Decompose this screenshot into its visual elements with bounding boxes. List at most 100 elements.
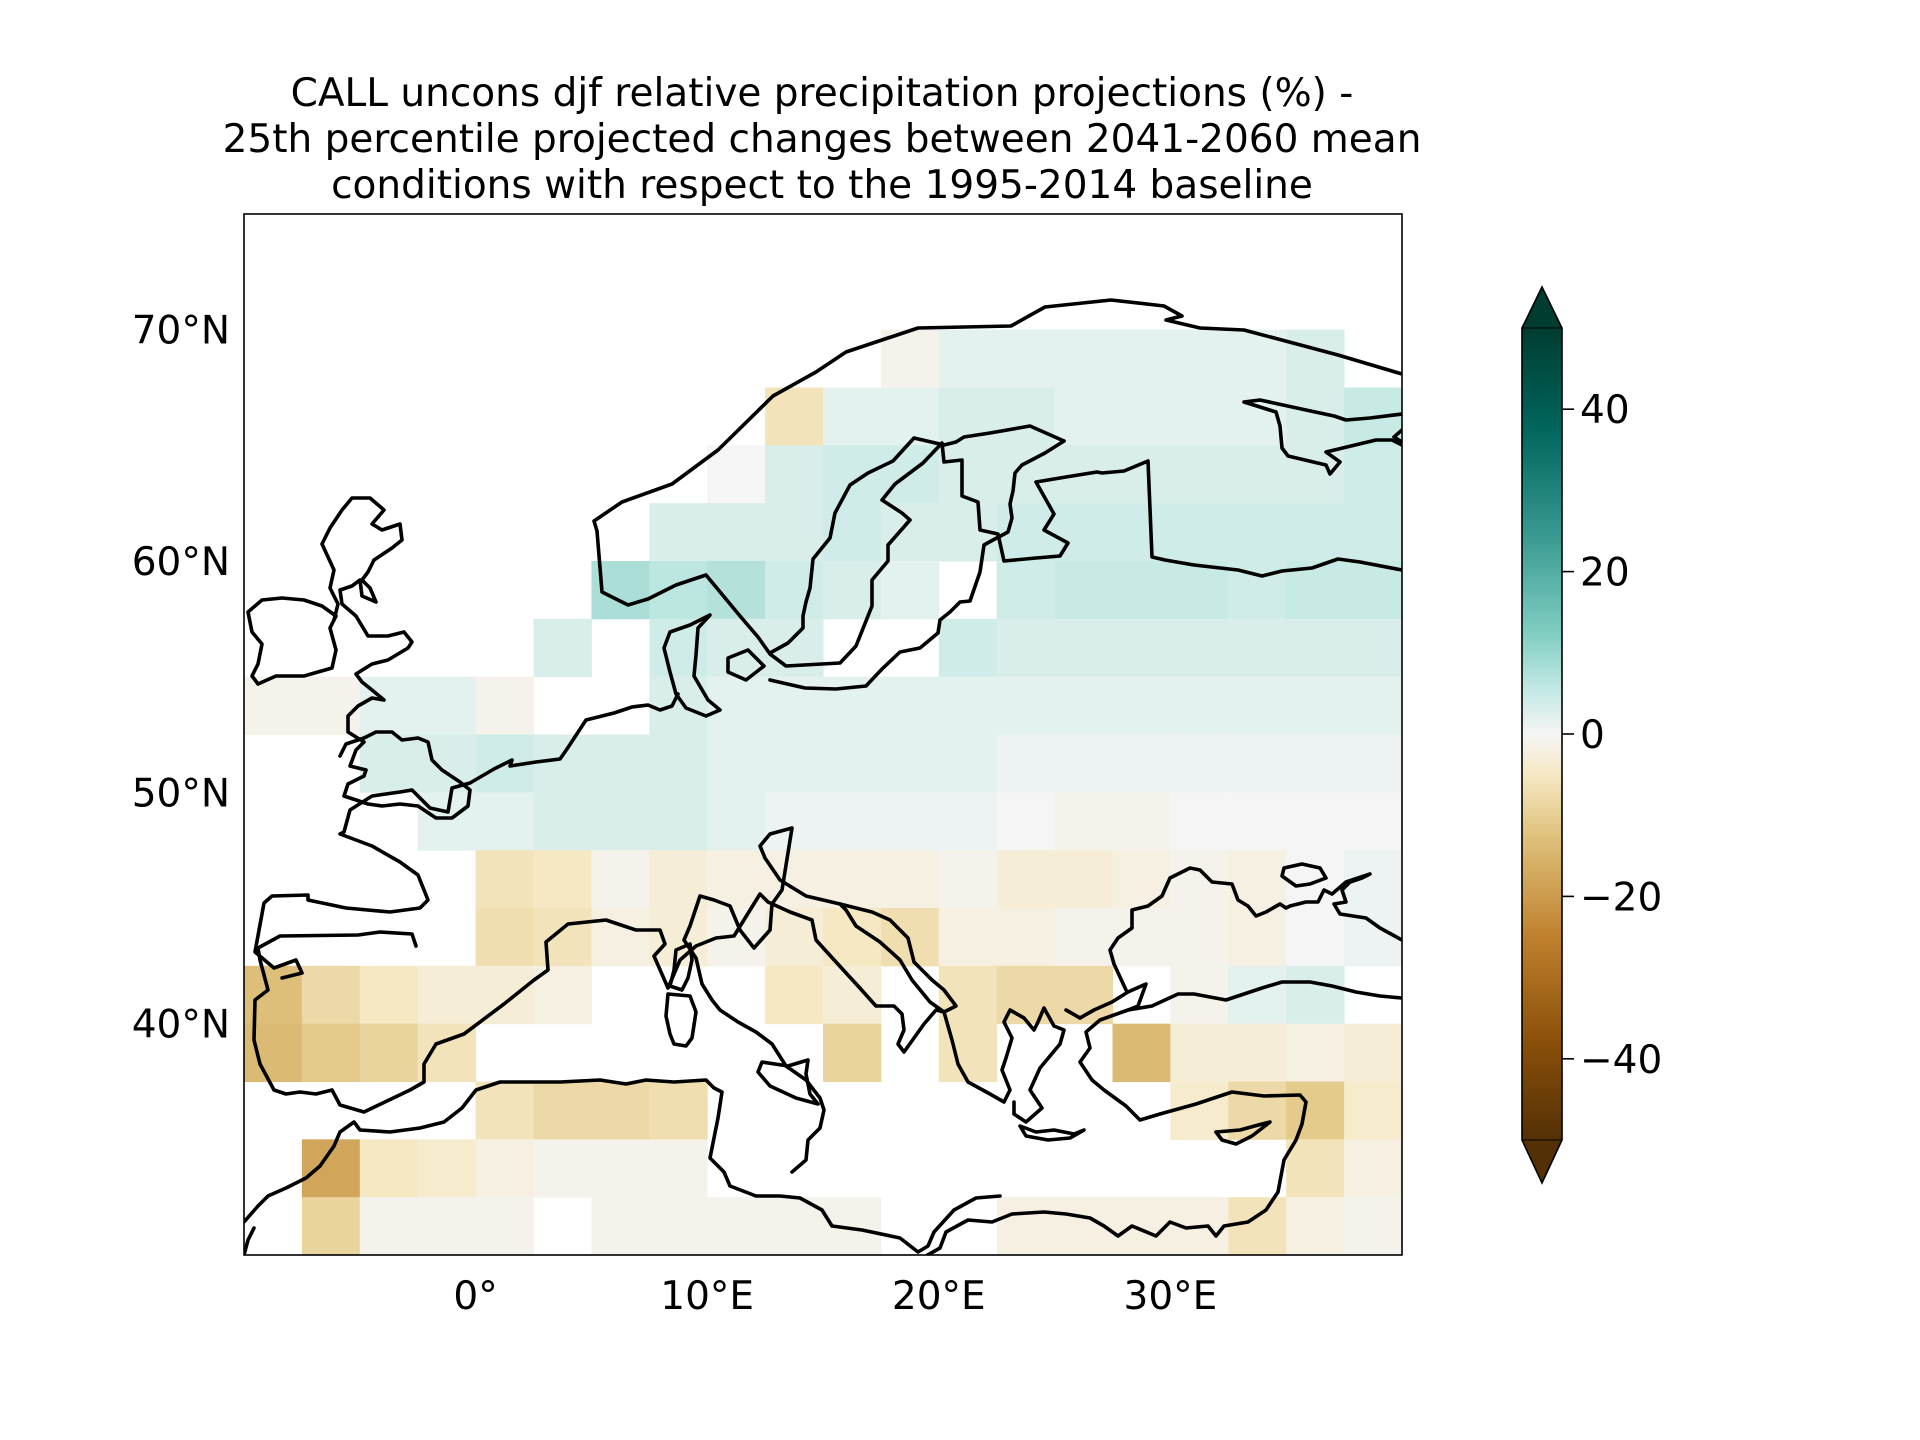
coastline-crete bbox=[1018, 1124, 1086, 1142]
grid-cell bbox=[649, 676, 708, 735]
grid-cell bbox=[1112, 850, 1171, 909]
grid-cell bbox=[417, 965, 477, 1025]
grid-cell bbox=[1286, 503, 1345, 562]
map-title: CALL uncons djf relative precipitation p… bbox=[223, 71, 1422, 208]
grid-cell bbox=[1286, 1023, 1345, 1082]
map-panel: 0° 10°E 20°E 30°E 40°N 50°N 60°N 70°N bbox=[132, 213, 1403, 1319]
grid-cell bbox=[417, 792, 477, 851]
grid-cell bbox=[649, 503, 708, 562]
grid-cell bbox=[301, 965, 361, 1025]
grid-cell bbox=[1054, 792, 1113, 851]
grid-cell bbox=[996, 850, 1056, 909]
grid-cell bbox=[301, 1197, 361, 1255]
coastline-great-britain bbox=[320, 496, 472, 820]
grid-cell bbox=[1286, 850, 1345, 909]
grid-cell bbox=[359, 1197, 419, 1255]
grid-cell bbox=[1112, 387, 1171, 446]
grid-cell bbox=[533, 734, 592, 793]
grid-cell bbox=[880, 734, 940, 793]
colorbar-tick-label: −20 bbox=[1580, 875, 1662, 920]
grid-cell bbox=[1170, 387, 1229, 446]
grid-cell bbox=[823, 445, 882, 504]
grid-cell bbox=[880, 561, 940, 620]
coastline-balkans-greece bbox=[838, 902, 1066, 1124]
grid-cell bbox=[1228, 1023, 1287, 1082]
grid-cell bbox=[475, 850, 534, 909]
grid-cell bbox=[1344, 676, 1402, 735]
grid-cell bbox=[996, 618, 1056, 678]
colorbar-extend-min bbox=[1521, 1139, 1563, 1185]
grid-cell bbox=[1228, 676, 1287, 735]
grid-cell bbox=[1054, 329, 1113, 388]
grid-cell bbox=[533, 850, 592, 909]
grid-cell bbox=[1228, 1197, 1287, 1255]
colorbar-tick-label: 20 bbox=[1580, 551, 1630, 596]
grid-cell bbox=[1054, 618, 1113, 678]
grid-cell bbox=[707, 1197, 766, 1255]
grid-cell bbox=[533, 1081, 592, 1140]
grid-cell bbox=[1228, 908, 1287, 967]
grid-cell bbox=[1170, 445, 1229, 504]
grid-cell bbox=[765, 792, 824, 851]
grid-cell bbox=[1112, 329, 1171, 388]
grid-cell bbox=[938, 676, 998, 735]
grid-cell bbox=[533, 792, 592, 851]
grid-cell bbox=[591, 1197, 650, 1255]
coastline-scandinavia bbox=[592, 298, 1402, 668]
grid-cell bbox=[938, 329, 998, 388]
coastline-aegean-turkey bbox=[924, 982, 1308, 1255]
grid-cell bbox=[765, 445, 824, 504]
grid-cell bbox=[1344, 792, 1402, 851]
grid-cell bbox=[475, 676, 534, 735]
grid-cell bbox=[591, 908, 650, 967]
grid-cell bbox=[1112, 676, 1171, 735]
grid-cell bbox=[301, 676, 361, 735]
coastline-north-africa bbox=[244, 1078, 1002, 1254]
grid-cell bbox=[1344, 1081, 1402, 1140]
coastline-biscay-iberia bbox=[252, 892, 946, 1114]
grid-cell bbox=[591, 1139, 650, 1198]
lat-tick-label: 70°N bbox=[132, 309, 230, 354]
colorbar-tick-label: −40 bbox=[1580, 1038, 1662, 1083]
title-line-3: conditions with respect to the 1995-2014… bbox=[331, 163, 1313, 208]
grid-cell bbox=[880, 387, 940, 446]
grid-cell bbox=[1170, 561, 1229, 620]
coastline-italy bbox=[682, 826, 958, 1174]
grid-cell bbox=[1112, 734, 1171, 793]
grid-cell bbox=[1286, 618, 1345, 678]
coastline-sicily bbox=[756, 1058, 820, 1106]
grid-cell bbox=[996, 387, 1056, 446]
grid-cell bbox=[1054, 850, 1113, 909]
grid-cell bbox=[359, 1139, 419, 1198]
grid-cell bbox=[1170, 734, 1229, 793]
grid-cell bbox=[359, 1023, 419, 1082]
grid-cell bbox=[707, 792, 766, 851]
grid-cell bbox=[1228, 503, 1287, 562]
grid-cell bbox=[1112, 792, 1171, 851]
grid-cell bbox=[765, 618, 824, 678]
grid-cell bbox=[1286, 792, 1345, 851]
grid-cell bbox=[996, 445, 1056, 504]
colorbar-ticks: 40 20 0 −20 −40 bbox=[1562, 388, 1662, 1083]
coastlines bbox=[244, 298, 1402, 1255]
grid-cell bbox=[1344, 561, 1402, 620]
grid-cell bbox=[938, 792, 998, 851]
colorbar-tick-label: 40 bbox=[1580, 388, 1630, 433]
precipitation-grid bbox=[244, 329, 1402, 1255]
grid-cell bbox=[1228, 618, 1287, 678]
grid-cell bbox=[649, 1197, 708, 1255]
grid-cell bbox=[301, 1023, 361, 1082]
grid-cell bbox=[533, 1139, 592, 1198]
coastline-kola bbox=[1242, 398, 1402, 476]
grid-cell bbox=[649, 908, 708, 967]
coastline-sardinia bbox=[664, 992, 698, 1048]
grid-cell bbox=[1054, 561, 1113, 620]
grid-cell bbox=[1344, 1023, 1402, 1082]
grid-cell bbox=[996, 676, 1056, 735]
grid-cell bbox=[996, 908, 1056, 967]
grid-cell bbox=[938, 908, 998, 967]
grid-cell bbox=[533, 908, 592, 967]
grid-cell bbox=[707, 445, 766, 504]
coastline-gulf-bothnia bbox=[768, 424, 1066, 655]
